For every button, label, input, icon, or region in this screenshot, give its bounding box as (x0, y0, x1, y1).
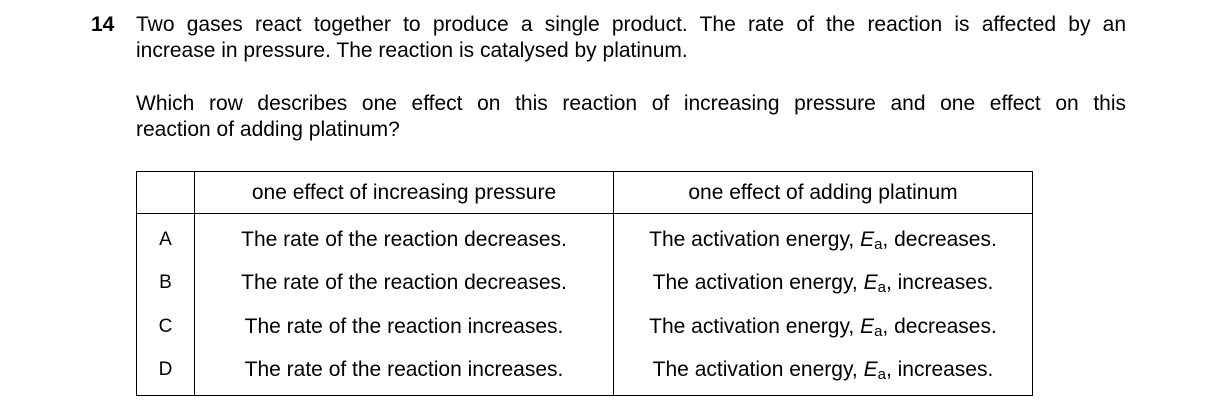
platinum-effect-prefix: The activation energy, (649, 314, 861, 338)
pressure-effect: The rate of the reaction increases. (194, 348, 614, 396)
prompt-line-1: Which row describes one effect on this r… (136, 92, 1126, 115)
stem-line-2: increase in pressure. The reaction is ca… (136, 39, 688, 62)
answer-options-table: one effect of increasing pressure one ef… (136, 171, 1033, 396)
pressure-effect: The rate of the reaction decreases. (194, 213, 614, 262)
question-number: 14 (91, 13, 115, 36)
header-letter-cell (136, 171, 195, 214)
platinum-effect-suffix: , increases. (885, 271, 994, 295)
option-row-d[interactable]: D The rate of the reaction increases. Th… (136, 348, 1033, 396)
prompt-line-2: reaction of adding platinum? (136, 118, 400, 141)
header-pressure: one effect of increasing pressure (194, 171, 614, 214)
activation-energy-subscript: a (877, 279, 886, 297)
activation-energy-symbol: E (863, 358, 878, 382)
stem-line-1: Two gases react together to produce a si… (136, 13, 1126, 36)
platinum-effect-prefix: The activation energy, (649, 227, 861, 251)
option-letter: B (136, 261, 195, 305)
activation-energy-subscript: a (874, 322, 883, 340)
activation-energy-symbol: E (863, 271, 878, 295)
platinum-effect-suffix: , increases. (885, 358, 994, 382)
platinum-effect-suffix: , decreases. (882, 227, 997, 251)
question-prompt: Which row describes one effect on this r… (136, 91, 1126, 143)
pressure-effect: The rate of the reaction increases. (194, 305, 614, 349)
header-platinum: one effect of adding platinum (613, 171, 1033, 214)
platinum-effect-prefix: The activation energy, (652, 358, 864, 382)
platinum-effect-suffix: , decreases. (882, 314, 997, 338)
pressure-effect: The rate of the reaction decreases. (194, 261, 614, 305)
option-letter: C (136, 305, 195, 349)
platinum-effect: The activation energy, Ea, increases. (614, 262, 1033, 306)
activation-energy-subscript: a (874, 235, 883, 253)
option-letter: D (136, 348, 195, 396)
platinum-effect: The activation energy, Ea, decreases. (614, 305, 1033, 349)
option-row-c[interactable]: C The rate of the reaction increases. Th… (136, 305, 1033, 349)
platinum-effect: The activation energy, Ea, increases. (614, 349, 1033, 396)
option-letter: A (136, 213, 195, 262)
platinum-effect: The activation energy, Ea, decreases. (614, 214, 1033, 262)
table-header-row: one effect of increasing pressure one ef… (136, 171, 1033, 214)
option-row-a[interactable]: A The rate of the reaction decreases. Th… (136, 213, 1033, 262)
question-stem: Two gases react together to produce a si… (136, 12, 1126, 64)
activation-energy-symbol: E (860, 314, 875, 338)
activation-energy-subscript: a (877, 366, 886, 384)
platinum-effect-prefix: The activation energy, (652, 271, 864, 295)
activation-energy-symbol: E (860, 227, 875, 251)
option-row-b[interactable]: B The rate of the reaction decreases. Th… (136, 261, 1033, 306)
